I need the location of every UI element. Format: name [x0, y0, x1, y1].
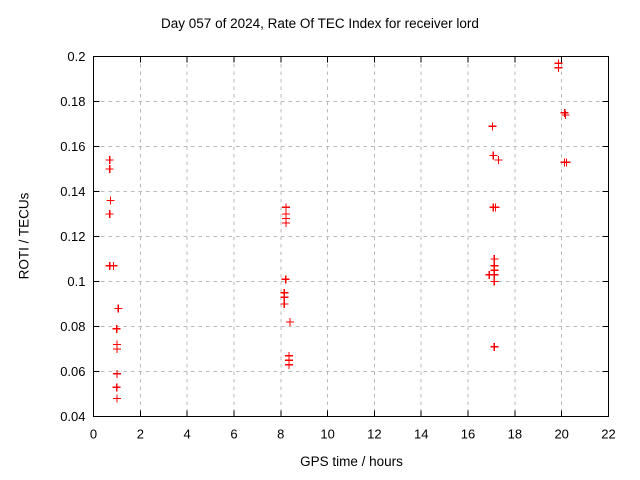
data-point — [280, 293, 289, 302]
data-point — [105, 210, 114, 218]
y-tick-label: 0.14 — [60, 184, 85, 199]
data-point — [285, 318, 294, 326]
data-point — [490, 277, 499, 286]
data-point — [280, 300, 289, 308]
x-tick-label: 20 — [554, 427, 568, 442]
data-point — [284, 360, 293, 369]
data-point — [281, 203, 290, 212]
x-tick-label: 14 — [414, 427, 428, 442]
data-point — [112, 383, 121, 392]
x-tick-label: 6 — [230, 427, 237, 442]
x-axis-label: GPS time / hours — [300, 454, 403, 469]
data-point — [491, 203, 500, 212]
x-tick-label: 18 — [508, 427, 522, 442]
data-point — [554, 63, 563, 72]
x-tick-label: 16 — [461, 427, 475, 442]
data-point — [113, 345, 122, 353]
x-tick-label: 22 — [601, 427, 615, 442]
y-tick-label: 0.12 — [60, 229, 85, 244]
y-tick-label: 0.1 — [67, 274, 85, 289]
y-tick-label: 0.18 — [60, 94, 85, 109]
y-tick-label: 0.06 — [60, 364, 85, 379]
data-point — [112, 324, 121, 333]
x-tick-label: 0 — [90, 427, 97, 442]
data-point — [113, 369, 122, 378]
data-point — [561, 111, 570, 119]
data-point — [281, 219, 290, 227]
data-point — [113, 394, 122, 403]
y-axis-label: ROTI / TECUs — [16, 192, 32, 280]
data-point — [281, 275, 290, 284]
y-tick-label: 0.04 — [60, 409, 85, 424]
data-point — [490, 255, 499, 263]
data-point — [562, 158, 571, 167]
data-point — [490, 342, 499, 351]
y-tick-label: 0.16 — [60, 139, 85, 154]
data-point — [105, 165, 114, 173]
data-point — [488, 122, 497, 131]
data-point — [106, 196, 115, 205]
data-point — [494, 156, 503, 164]
data-point — [490, 270, 499, 279]
x-tick-label: 10 — [320, 427, 334, 442]
data-point — [105, 156, 114, 164]
data-point — [114, 304, 123, 313]
chart-title: Day 057 of 2024, Rate Of TEC Index for r… — [161, 16, 479, 31]
x-tick-label: 8 — [277, 427, 284, 442]
x-tick-label: 12 — [367, 427, 381, 442]
x-tick-label: 2 — [137, 427, 144, 442]
y-tick-label: 0.08 — [60, 319, 85, 334]
data-point — [109, 261, 118, 270]
y-tick-label: 0.2 — [67, 49, 85, 64]
x-tick-label: 4 — [184, 427, 191, 442]
data-point — [489, 151, 498, 160]
